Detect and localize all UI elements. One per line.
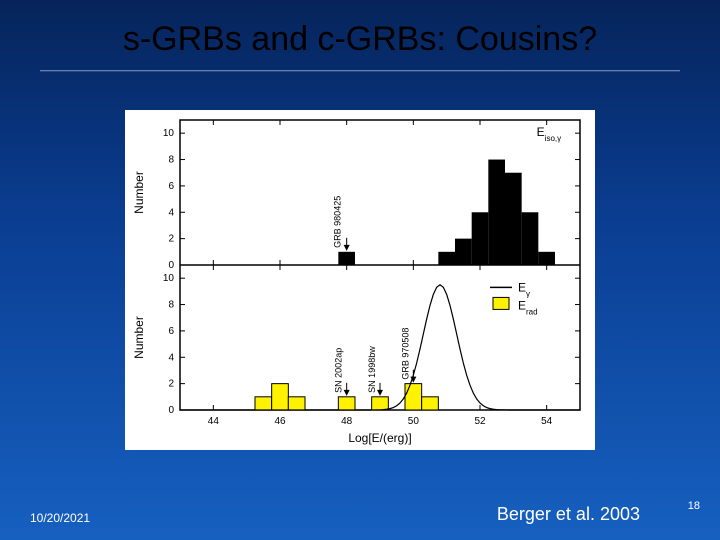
svg-text:GRB 980425: GRB 980425: [333, 196, 343, 248]
svg-text:10: 10: [163, 128, 175, 139]
figure-svg: 444648505254Log[E/(erg)]24681002468100Nu…: [125, 110, 595, 450]
slide-title: s-GRBs and c-GRBs: Cousins?: [0, 20, 720, 59]
footer-page-number: 18: [688, 500, 700, 512]
svg-text:Number: Number: [132, 316, 146, 359]
svg-text:Log[E/(erg)]: Log[E/(erg)]: [348, 431, 411, 445]
svg-text:Number: Number: [132, 171, 146, 214]
slide: s-GRBs and c-GRBs: Cousins? 444648505254…: [0, 0, 720, 540]
svg-text:8: 8: [168, 155, 174, 166]
footer-date: 10/20/2021: [30, 511, 90, 525]
svg-text:0: 0: [168, 260, 174, 271]
svg-text:4: 4: [168, 207, 174, 218]
title-underline: [40, 68, 680, 72]
svg-text:50: 50: [408, 416, 420, 427]
svg-text:GRB 970508: GRB 970508: [400, 328, 410, 380]
svg-text:6: 6: [168, 326, 174, 337]
svg-text:SN 1998bw: SN 1998bw: [367, 346, 377, 393]
svg-text:8: 8: [168, 300, 174, 311]
svg-text:2: 2: [168, 379, 174, 390]
svg-text:54: 54: [541, 416, 553, 427]
svg-text:46: 46: [274, 416, 286, 427]
svg-text:Eiso,γ: Eiso,γ: [537, 125, 561, 142]
footer-citation: Berger et al. 2003: [497, 504, 640, 525]
svg-text:Eγ: Eγ: [518, 280, 530, 298]
figure-container: 444648505254Log[E/(erg)]24681002468100Nu…: [125, 110, 595, 450]
svg-text:6: 6: [168, 181, 174, 192]
svg-text:52: 52: [474, 416, 486, 427]
svg-text:44: 44: [208, 416, 220, 427]
svg-text:48: 48: [341, 416, 353, 427]
svg-text:2: 2: [168, 234, 174, 245]
svg-text:SN 2002ap: SN 2002ap: [334, 348, 344, 393]
svg-text:10: 10: [163, 273, 175, 284]
svg-text:0: 0: [168, 405, 174, 416]
svg-text:4: 4: [168, 352, 174, 363]
svg-text:Erad: Erad: [518, 298, 538, 316]
